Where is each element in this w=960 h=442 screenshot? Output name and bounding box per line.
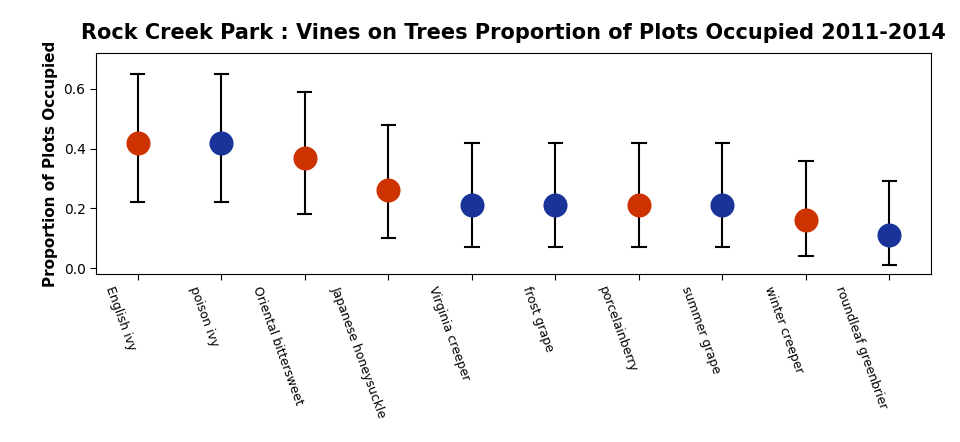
Point — [798, 217, 813, 224]
Title: Rock Creek Park : Vines on Trees Proportion of Plots Occupied 2011-2014: Rock Creek Park : Vines on Trees Proport… — [82, 23, 946, 43]
Point — [547, 202, 563, 209]
Point — [714, 202, 730, 209]
Point — [130, 139, 146, 146]
Y-axis label: Proportion of Plots Occupied: Proportion of Plots Occupied — [43, 40, 58, 287]
Point — [380, 187, 396, 194]
Point — [881, 232, 897, 239]
Point — [297, 154, 312, 161]
Point — [213, 139, 228, 146]
Point — [632, 202, 647, 209]
Point — [465, 202, 480, 209]
